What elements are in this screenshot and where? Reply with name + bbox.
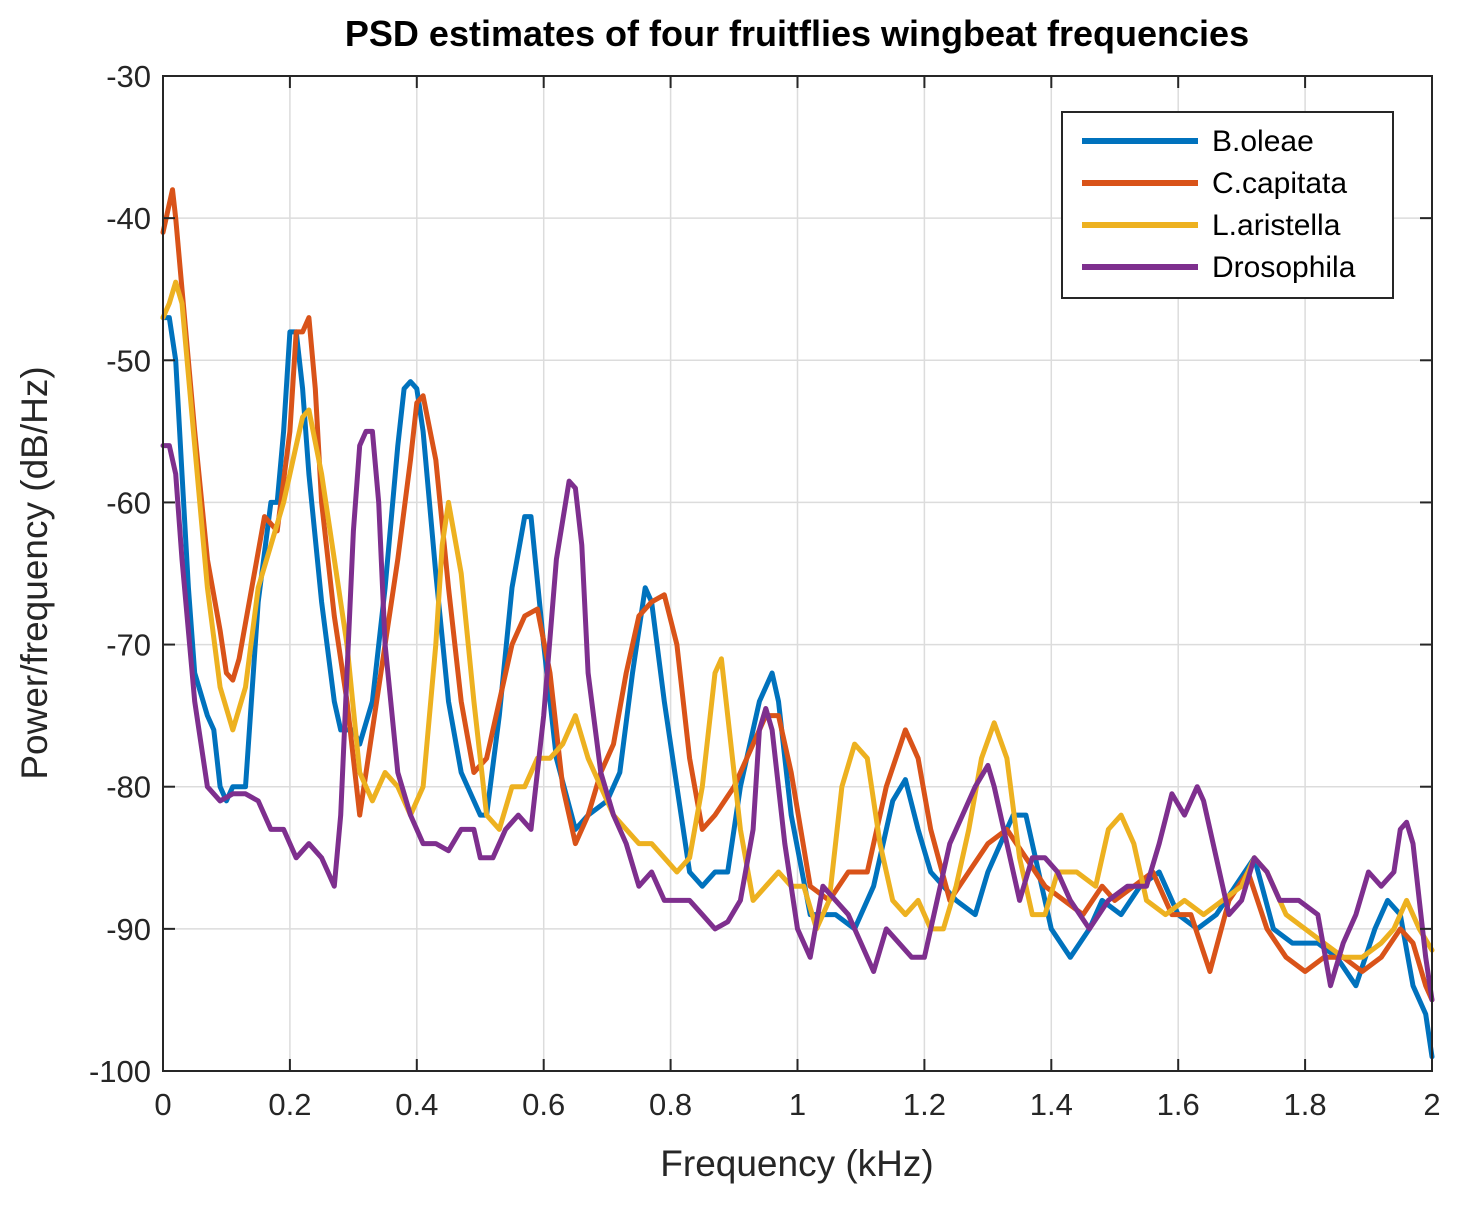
y-tick-label: -40 [106,201,151,236]
x-tick-label: 0.6 [522,1087,565,1122]
x-tick-label: 1 [789,1087,806,1122]
x-tick-label: 2 [1423,1087,1440,1122]
y-axis-label: Power/frequency (dB/Hz) [14,366,55,779]
series-line-drosophila [160,428,1435,1003]
chart-title: PSD estimates of four fruitflies wingbea… [345,13,1249,54]
x-tick-label: 1.6 [1157,1087,1200,1122]
series-line-l-aristella [160,279,1435,960]
x-axis-label: Frequency (kHz) [660,1143,933,1184]
x-tick-label: 0 [154,1087,171,1122]
legend-label-l-aristella: L.aristella [1212,209,1341,242]
legend-label-drosophila: Drosophila [1212,251,1356,284]
x-tick-label: 0.8 [649,1087,692,1122]
axis-ticks: 0 0.2 0.4 0.6 0.8 1 1.2 1.4 1.6 1.8 2 -100 -90 -80 -70… [89,59,1441,1122]
x-tick-label: 1.4 [1030,1087,1073,1122]
y-tick-label: -50 [106,343,151,378]
y-tick-label: -30 [106,59,151,94]
legend: B.oleae C.capitata L.aristella Drosophila [1061,111,1394,299]
y-tick-label: -70 [106,628,151,663]
x-tick-label: 1.8 [1284,1087,1327,1122]
series-lines [160,187,1435,1060]
y-tick-label: -80 [106,770,151,805]
legend-label-b-oleae: B.oleae [1212,125,1314,158]
x-tick-label: 0.2 [268,1087,311,1122]
y-tick-label: -100 [89,1054,151,1089]
series-line-c-capitata [160,187,1435,1003]
y-tick-label: -60 [106,485,151,520]
legend-label-c-capitata: C.capitata [1212,167,1347,200]
y-tick-label: -90 [106,912,151,947]
x-tick-label: 1.2 [903,1087,946,1122]
x-tick-label: 0.4 [395,1087,438,1122]
